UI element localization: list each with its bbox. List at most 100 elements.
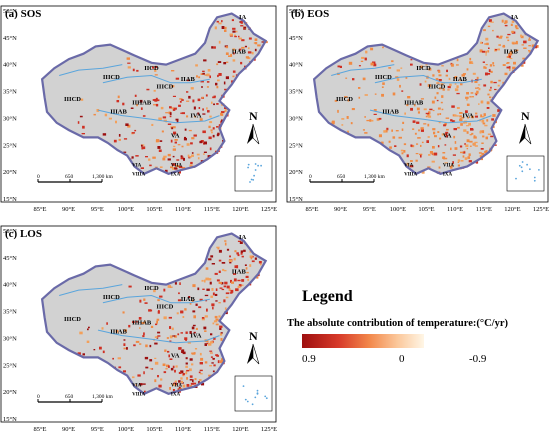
vegetation-pixel bbox=[135, 155, 139, 157]
region-label-south: VIIIA bbox=[404, 173, 417, 178]
island-dot bbox=[515, 177, 517, 180]
longitude-label: 115°E bbox=[204, 206, 220, 213]
vegetation-pixel bbox=[173, 131, 177, 135]
vegetation-pixel bbox=[209, 121, 213, 124]
vegetation-pixel bbox=[218, 281, 222, 284]
vegetation-pixel bbox=[172, 389, 175, 392]
vegetation-pixel bbox=[187, 154, 190, 157]
vegetation-pixel bbox=[498, 79, 501, 82]
vegetation-pixel bbox=[237, 285, 241, 288]
vegetation-pixel bbox=[514, 50, 517, 52]
vegetation-pixel bbox=[163, 288, 166, 292]
vegetation-pixel bbox=[186, 100, 190, 102]
island-dot bbox=[265, 397, 268, 400]
vegetation-pixel bbox=[479, 49, 483, 53]
vegetation-pixel bbox=[172, 126, 176, 129]
region-label-iiab-ne: IIAB bbox=[232, 49, 247, 56]
vegetation-pixel bbox=[437, 131, 440, 133]
vegetation-pixel bbox=[155, 323, 158, 326]
vegetation-pixel bbox=[213, 95, 216, 98]
region-label-iiab: IIAB bbox=[453, 76, 468, 83]
vegetation-pixel bbox=[474, 80, 478, 83]
vegetation-pixel bbox=[385, 129, 388, 133]
latitude-label: 50°N bbox=[289, 8, 303, 15]
vegetation-pixel bbox=[172, 383, 176, 386]
vegetation-pixel bbox=[496, 35, 499, 38]
vegetation-pixel bbox=[117, 357, 121, 360]
vegetation-pixel bbox=[487, 25, 491, 28]
vegetation-pixel bbox=[498, 36, 503, 39]
vegetation-pixels bbox=[331, 19, 539, 174]
vegetation-pixel bbox=[123, 329, 127, 332]
vegetation-pixel bbox=[224, 109, 227, 112]
vegetation-pixel bbox=[223, 285, 227, 288]
vegetation-pixel bbox=[469, 57, 472, 61]
vegetation-pixel bbox=[396, 69, 400, 72]
vegetation-pixel bbox=[127, 62, 131, 64]
vegetation-pixel bbox=[191, 137, 195, 140]
vegetation-pixel bbox=[225, 76, 229, 80]
vegetation-pixel bbox=[480, 114, 483, 118]
vegetation-pixel bbox=[454, 147, 458, 150]
vegetation-pixel bbox=[427, 123, 430, 127]
vegetation-pixel bbox=[141, 322, 145, 325]
vegetation-pixel bbox=[420, 154, 422, 158]
vegetation-pixel bbox=[433, 152, 438, 156]
vegetation-pixel bbox=[406, 162, 409, 166]
region-label-va: VA bbox=[443, 132, 452, 139]
vegetation-pixel bbox=[185, 365, 188, 368]
vegetation-pixel bbox=[358, 87, 361, 89]
vegetation-pixel bbox=[459, 145, 463, 148]
vegetation-pixel bbox=[460, 123, 463, 126]
vegetation-pixel bbox=[466, 139, 470, 143]
vegetation-pixel bbox=[214, 293, 218, 296]
vegetation-pixel bbox=[185, 362, 188, 365]
vegetation-pixel bbox=[193, 134, 197, 137]
vegetation-pixel bbox=[140, 107, 143, 110]
vegetation-pixel bbox=[493, 144, 497, 146]
vegetation-pixel bbox=[229, 292, 233, 294]
vegetation-pixel bbox=[378, 134, 382, 138]
vegetation-pixel bbox=[185, 371, 188, 374]
vegetation-pixel bbox=[178, 386, 181, 389]
vegetation-pixel bbox=[345, 77, 348, 79]
vegetation-pixel bbox=[156, 318, 160, 321]
vegetation-pixel bbox=[502, 64, 506, 66]
vegetation-pixel bbox=[240, 252, 243, 255]
vegetation-pixel bbox=[177, 144, 181, 146]
vegetation-pixel bbox=[454, 76, 458, 79]
vegetation-pixel bbox=[373, 113, 377, 115]
vegetation-pixel bbox=[432, 109, 435, 112]
vegetation-pixel bbox=[457, 126, 460, 129]
vegetation-pixel bbox=[484, 124, 488, 127]
vegetation-pixel bbox=[171, 85, 175, 88]
vegetation-pixel bbox=[183, 138, 187, 141]
vegetation-pixel bbox=[123, 343, 126, 346]
vegetation-pixel bbox=[392, 136, 396, 139]
vegetation-pixel bbox=[256, 276, 259, 279]
vegetation-pixel bbox=[508, 55, 511, 58]
vegetation-pixel bbox=[149, 368, 152, 370]
island-dot bbox=[533, 179, 536, 182]
vegetation-pixel bbox=[233, 257, 236, 261]
vegetation-pixel bbox=[204, 294, 209, 297]
vegetation-pixel bbox=[186, 369, 190, 372]
vegetation-pixel bbox=[218, 302, 221, 304]
vegetation-pixel bbox=[192, 310, 196, 313]
vegetation-pixel bbox=[420, 144, 422, 147]
vegetation-pixel bbox=[454, 88, 459, 92]
vegetation-pixel bbox=[165, 112, 169, 114]
north-arrow-icon bbox=[519, 124, 525, 144]
vegetation-pixel bbox=[241, 39, 245, 42]
vegetation-pixel bbox=[511, 30, 514, 33]
vegetation-pixel bbox=[488, 69, 491, 73]
vegetation-pixel bbox=[156, 320, 158, 324]
vegetation-pixel bbox=[167, 153, 171, 157]
vegetation-pixel bbox=[106, 322, 108, 325]
vegetation-pixel bbox=[431, 100, 435, 104]
vegetation-pixel bbox=[202, 113, 206, 115]
vegetation-pixel bbox=[172, 95, 176, 97]
vegetation-pixel bbox=[225, 292, 230, 295]
vegetation-pixel bbox=[178, 292, 180, 295]
vegetation-pixel bbox=[154, 74, 158, 76]
